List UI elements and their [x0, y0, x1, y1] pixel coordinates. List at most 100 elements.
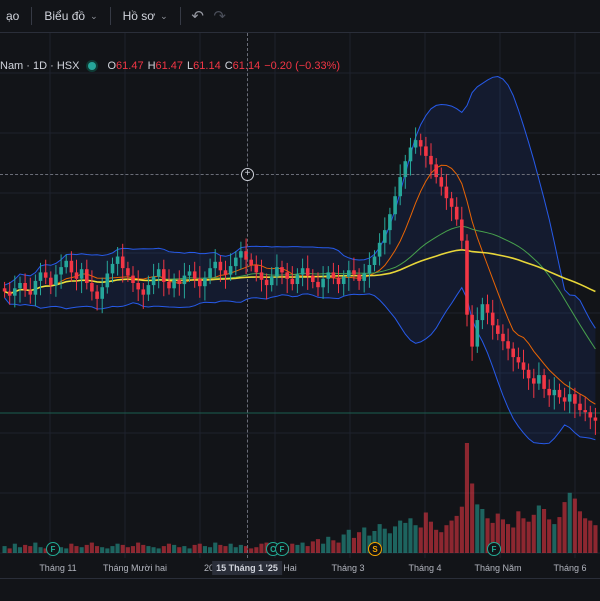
candle-body [239, 251, 243, 258]
volume-bar [428, 521, 433, 553]
volume-bar [346, 529, 351, 553]
volume-bar [223, 546, 228, 553]
event-marker-f[interactable]: F [46, 542, 60, 556]
candle-body [557, 389, 562, 398]
candle-body [552, 389, 557, 396]
candle-body [280, 267, 284, 273]
candle-body [290, 278, 295, 285]
volume-bar [69, 543, 74, 553]
volume-bar [161, 546, 166, 553]
low-key: L [187, 60, 194, 72]
volume-bar [38, 547, 43, 553]
volume-bar [516, 511, 521, 553]
time-axis-label: Tháng 6 [553, 563, 587, 573]
candle-body [59, 267, 63, 275]
undo-icon[interactable]: ↶ [191, 8, 204, 25]
profile-menu-button[interactable]: Hồ sơ ⌄ [117, 0, 174, 32]
chart-menu-button[interactable]: Biểu đồ ⌄ [38, 0, 103, 32]
volume-bar [141, 544, 146, 553]
market-status-icon [88, 62, 97, 70]
volume-bar [321, 543, 326, 553]
candle-body [13, 288, 17, 296]
candle-body [300, 268, 305, 275]
marker-letter: F [50, 544, 56, 554]
crosshair-horizontal-line [0, 174, 600, 175]
event-marker-s[interactable]: S [368, 542, 382, 556]
toolbar-divider [179, 7, 181, 25]
candle-body [182, 275, 187, 285]
candle-body [573, 394, 577, 404]
candle-body [460, 219, 464, 241]
toolbar-item-create[interactable]: ạo [0, 0, 25, 32]
add-plus-icon[interactable]: + [241, 168, 254, 181]
volume-bar [377, 524, 382, 553]
volume-bar [475, 504, 480, 553]
volume-bar [583, 518, 588, 553]
candle-body [496, 325, 500, 334]
volume-bar [315, 539, 320, 553]
volume-bar [238, 544, 243, 553]
ma-yellow-line [4, 248, 596, 295]
candle-body [341, 276, 346, 284]
volume-bar [233, 547, 238, 553]
price-chart[interactable] [0, 33, 600, 558]
candle-body [254, 265, 259, 273]
candle-body [156, 269, 161, 277]
marker-letter: F [279, 544, 285, 554]
candle-body [264, 279, 269, 286]
volume-bar [2, 546, 7, 553]
candle-body [167, 281, 171, 289]
volume-bar [572, 498, 577, 553]
volume-bar [166, 543, 171, 553]
volume-bar [511, 527, 516, 553]
candle-body [393, 196, 397, 215]
volume-bar [552, 524, 557, 553]
candle-body [234, 257, 238, 267]
candle-body [38, 272, 43, 281]
marker-letter: S [372, 544, 378, 554]
candle-body [43, 272, 48, 278]
candle-body [85, 269, 89, 283]
candle-body [126, 268, 130, 276]
candle-body [49, 277, 53, 286]
volume-bar [259, 543, 264, 553]
volume-bar [244, 546, 249, 553]
volume-bar [23, 544, 28, 553]
volume-bar [192, 544, 197, 553]
candle-body [490, 312, 495, 326]
high-value: 61.47 [155, 60, 184, 72]
candle-body [470, 314, 474, 347]
candle-body [162, 269, 166, 282]
volume-bar [33, 542, 38, 553]
event-marker-f[interactable]: F [487, 542, 501, 556]
candle-body [69, 260, 74, 273]
volume-bar [413, 525, 418, 553]
volume-bar [151, 547, 156, 553]
candle-body [475, 320, 480, 347]
candle-body [532, 378, 536, 384]
volume-bar [213, 542, 218, 553]
redo-icon[interactable]: ↷ [213, 8, 226, 25]
volume-bar [459, 506, 464, 553]
toolbar-item-create-label: ạo [6, 9, 20, 23]
low-value: 61.14 [193, 60, 221, 72]
candle-body [578, 403, 582, 411]
candle-body [357, 274, 361, 281]
event-marker-f[interactable]: F [275, 542, 289, 556]
candle-body [295, 274, 300, 284]
volume-bar [59, 547, 64, 553]
volume-bar [177, 547, 182, 553]
candle-body [198, 278, 202, 287]
toolbar-divider [109, 7, 111, 25]
volume-bar [341, 534, 346, 553]
candle-body [434, 164, 438, 178]
candle-body [64, 260, 68, 268]
volume-bar [290, 543, 295, 553]
volume-bar [336, 542, 341, 553]
time-axis[interactable]: Tháng 11 Tháng Mười hai 20 15 Tháng 1 '2… [0, 558, 600, 578]
crosshair-vertical-line [247, 33, 248, 558]
volume-bar [156, 548, 161, 553]
volume-bar [120, 544, 125, 553]
volume-bar [89, 542, 94, 553]
bollinger-band-fill [4, 76, 596, 444]
